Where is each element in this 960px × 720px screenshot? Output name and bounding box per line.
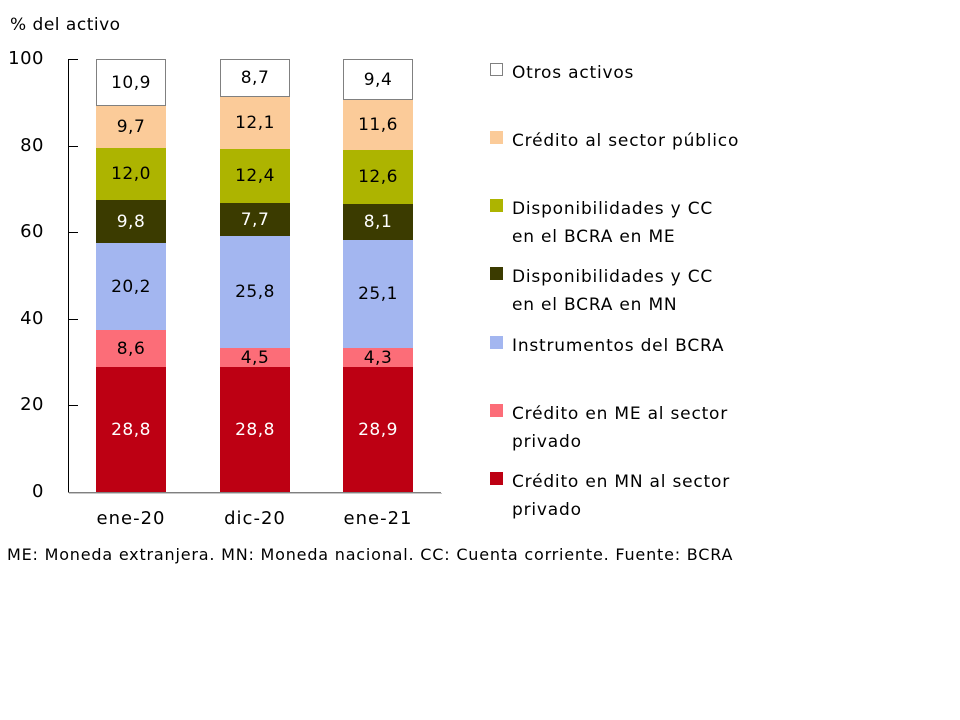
legend-item: Crédito en ME al sector privado [488,400,788,456]
bar-segment-value-label: 7,7 [240,209,270,230]
bar-segment-value-label: 9,8 [116,211,146,232]
legend-swatch [490,336,503,349]
bar-segment: 28,8 [220,367,290,492]
y-axis-tick [69,232,78,233]
bar-segment-value-label: 9,4 [363,69,393,90]
y-axis-tick-label: 20 [20,394,44,415]
bar-segment-value-label: 8,1 [363,212,393,232]
bar-segment: 9,7 [96,106,166,148]
legend-label: Disponibilidades y CC en el BCRA en ME [512,199,714,247]
bar-segment-value-label: 4,3 [363,347,393,368]
bar-segment-value-label: 28,9 [358,419,398,440]
legend-label: Disponibilidades y CC en el BCRA en MN [512,267,714,315]
legend-swatch [490,199,503,212]
y-axis-tick-label: 100 [8,48,44,69]
bar-segment-value-label: 25,1 [358,284,398,304]
bar-segment-value-label: 12,6 [358,167,398,187]
bar-segment-value-label: 9,7 [116,117,146,137]
footnote: ME: Moneda extranjera. MN: Moneda nacion… [7,545,734,564]
legend-item: Crédito en MN al sector privado [488,468,788,524]
bar-segment: 25,1 [343,240,413,348]
legend-swatch [490,472,503,485]
bar-segment: 25,8 [220,236,290,348]
bar-segment: 28,8 [96,367,166,492]
bar-segment: 4,5 [220,347,290,368]
bar-segment-value-label: 10,9 [111,72,151,93]
legend-item: Otros activos [488,59,788,87]
bar-segment: 12,4 [220,149,290,203]
x-axis-line-shadow [69,493,442,494]
x-axis-category-label: ene-20 [96,508,166,529]
bar-segment: 11,6 [343,100,413,150]
y-axis-line [68,59,69,493]
legend-swatch [490,404,503,417]
legend-label: Crédito en ME al sector privado [512,404,729,452]
bar-segment: 9,8 [96,200,166,243]
y-axis-tick [69,319,78,320]
bar-segment: 12,6 [343,150,413,204]
legend-swatch [490,63,503,76]
legend-label: Crédito al sector público [512,131,740,151]
bar-segment-value-label: 11,6 [358,115,398,135]
bar-segment: 12,0 [96,148,166,200]
legend-item: Disponibilidades y CC en el BCRA en MN [488,263,788,319]
bar-segment-value-label: 25,8 [235,282,275,302]
y-axis-tick [69,146,78,147]
bar-segment-value-label: 4,5 [240,347,270,368]
bar-segment-value-label: 20,2 [111,276,151,297]
bar-segment: 9,4 [343,59,413,100]
bar-segment-value-label: 28,8 [235,419,275,440]
legend-item: Instrumentos del BCRA [488,332,788,360]
bar-segment: 28,9 [343,367,413,492]
y-axis-tick [69,405,78,406]
y-axis-tick-label: 80 [20,135,44,156]
y-axis-tick-label: 40 [20,308,44,329]
bar-segment: 10,9 [96,59,166,106]
legend-label: Instrumentos del BCRA [512,336,725,356]
bar-segment: 8,6 [96,330,166,367]
x-axis-category-label: dic-20 [224,508,286,529]
bar-segment: 8,1 [343,204,413,240]
bar-segment: 8,7 [220,59,290,97]
bar-segment-value-label: 12,1 [235,113,275,133]
bar-segment-value-label: 12,4 [235,166,275,186]
legend-swatch [490,267,503,280]
legend-swatch [490,131,503,144]
legend-item: Disponibilidades y CC en el BCRA en ME [488,195,788,251]
bar-segment: 7,7 [220,203,290,236]
x-axis-line [68,492,441,493]
y-axis-tick [69,59,78,60]
bar-segment-value-label: 8,7 [240,68,270,88]
legend-label: Crédito en MN al sector privado [512,472,731,520]
y-axis-tick-label: 60 [20,221,44,242]
legend-item: Crédito al sector público [488,127,788,155]
bar-segment-value-label: 12,0 [111,164,151,184]
legend-label: Otros activos [512,63,635,83]
bar-segment: 20,2 [96,243,166,330]
x-axis-category-label: ene-21 [343,508,413,529]
bar-segment: 4,3 [343,347,413,368]
y-axis-tick-label: 0 [32,481,44,502]
bar-segment-value-label: 28,8 [111,419,151,440]
bar-segment: 12,1 [220,97,290,149]
chart-title: % del activo [10,15,121,35]
bar-segment-value-label: 8,6 [116,338,146,359]
